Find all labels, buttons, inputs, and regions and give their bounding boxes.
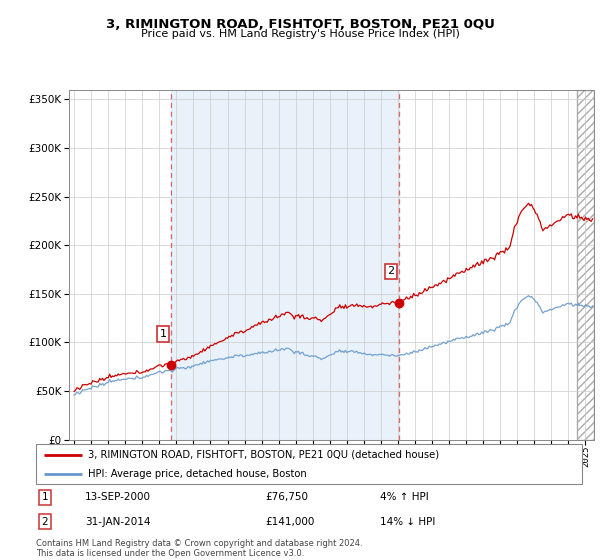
Text: 14% ↓ HPI: 14% ↓ HPI [380, 517, 436, 526]
Text: 31-JAN-2014: 31-JAN-2014 [85, 517, 151, 526]
Text: 13-SEP-2000: 13-SEP-2000 [85, 492, 151, 502]
FancyBboxPatch shape [36, 444, 582, 484]
Text: 1: 1 [160, 329, 166, 339]
Text: Price paid vs. HM Land Registry's House Price Index (HPI): Price paid vs. HM Land Registry's House … [140, 29, 460, 39]
Bar [577, 90, 594, 440]
Text: 2: 2 [388, 267, 394, 277]
Text: 3, RIMINGTON ROAD, FISHTOFT, BOSTON, PE21 0QU: 3, RIMINGTON ROAD, FISHTOFT, BOSTON, PE2… [106, 18, 494, 31]
Text: 2: 2 [41, 517, 48, 526]
Text: HPI: Average price, detached house, Boston: HPI: Average price, detached house, Bost… [88, 469, 307, 479]
Text: £141,000: £141,000 [265, 517, 314, 526]
Text: Contains HM Land Registry data © Crown copyright and database right 2024.
This d: Contains HM Land Registry data © Crown c… [36, 539, 362, 558]
Text: 1: 1 [41, 492, 48, 502]
Text: 3, RIMINGTON ROAD, FISHTOFT, BOSTON, PE21 0QU (detached house): 3, RIMINGTON ROAD, FISHTOFT, BOSTON, PE2… [88, 450, 439, 460]
Bar [172, 90, 400, 440]
Text: £76,750: £76,750 [265, 492, 308, 502]
Text: 4% ↑ HPI: 4% ↑ HPI [380, 492, 429, 502]
